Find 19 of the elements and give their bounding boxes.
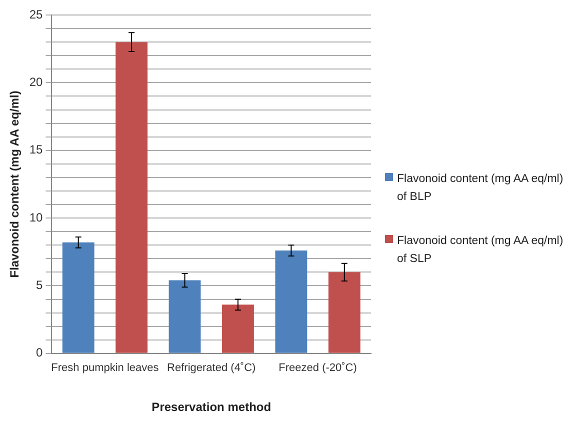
y-tick-label: 10 xyxy=(29,210,44,224)
x-tick-label: Fresh pumpkin leaves xyxy=(51,362,160,374)
bar xyxy=(328,272,360,353)
y-tick-label: 5 xyxy=(36,278,44,292)
bar xyxy=(62,242,94,353)
x-tick-label: Refrigerated (4˚C) xyxy=(167,362,256,374)
y-tick-label: 20 xyxy=(29,74,44,89)
y-tick-label: 25 xyxy=(29,7,44,22)
y-axis-title: Flavonoid content (mg AA eq/ml) xyxy=(8,90,22,278)
bar xyxy=(168,280,201,353)
bar xyxy=(116,42,148,353)
x-tick-label: Freezed (-20˚C) xyxy=(278,362,357,374)
y-tick-label: 0 xyxy=(36,346,44,360)
y-tick-label: 15 xyxy=(29,142,44,157)
legend-label: Flavonoid content (mg AA eq/ml) of BLP xyxy=(397,172,564,205)
bar xyxy=(275,250,308,353)
bar xyxy=(222,304,254,353)
x-axis-title: Preservation method xyxy=(152,400,272,414)
legend-label: Flavonoid content (mg AA eq/ml) of SLP xyxy=(397,234,564,267)
